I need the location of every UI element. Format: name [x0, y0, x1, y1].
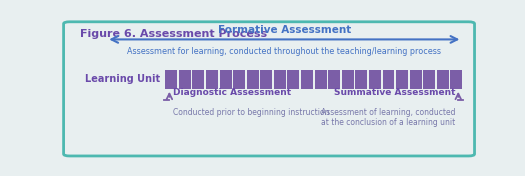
- Bar: [450, 70, 463, 89]
- Bar: [165, 70, 177, 89]
- Bar: [314, 70, 327, 89]
- Bar: [396, 70, 408, 89]
- Bar: [355, 70, 367, 89]
- Bar: [383, 70, 394, 89]
- Bar: [233, 70, 245, 89]
- Text: Summative Assessment: Summative Assessment: [333, 88, 455, 97]
- Bar: [342, 70, 354, 89]
- Bar: [193, 70, 204, 89]
- Text: Conducted prior to beginning instruction: Conducted prior to beginning instruction: [173, 108, 329, 117]
- Bar: [288, 70, 299, 89]
- Bar: [423, 70, 435, 89]
- Bar: [328, 70, 340, 89]
- Bar: [247, 70, 259, 89]
- Bar: [179, 70, 191, 89]
- Text: Figure 6. Assessment Process: Figure 6. Assessment Process: [80, 29, 267, 39]
- Bar: [260, 70, 272, 89]
- FancyBboxPatch shape: [64, 22, 475, 156]
- Bar: [301, 70, 313, 89]
- Bar: [274, 70, 286, 89]
- Text: Formative Assessment: Formative Assessment: [218, 25, 351, 35]
- Bar: [219, 70, 232, 89]
- Text: Diagnostic Assessment: Diagnostic Assessment: [173, 88, 291, 97]
- Bar: [437, 70, 449, 89]
- Text: Learning Unit: Learning Unit: [85, 74, 161, 84]
- Bar: [410, 70, 422, 89]
- Bar: [206, 70, 218, 89]
- Bar: [369, 70, 381, 89]
- Text: Assessment of learning, conducted
at the conclusion of a learning unit: Assessment of learning, conducted at the…: [320, 108, 455, 127]
- Text: Assessment for learning, conducted throughout the teaching/learning process: Assessment for learning, conducted throu…: [128, 47, 442, 56]
